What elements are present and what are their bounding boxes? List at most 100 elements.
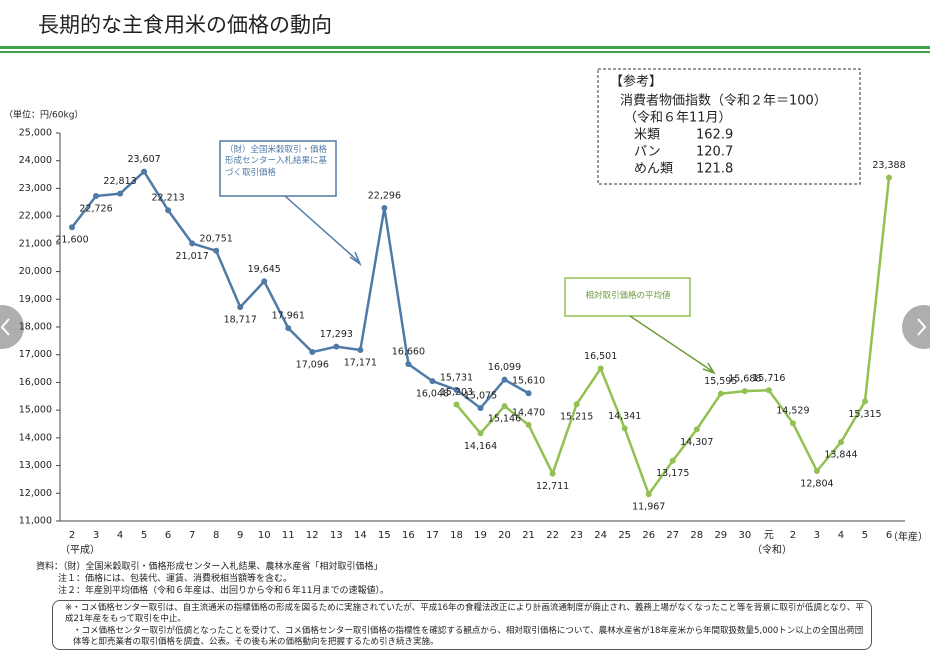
x-tick-label: 4 <box>117 530 123 541</box>
data-label: 14,164 <box>464 441 497 452</box>
data-label: 15,610 <box>512 376 545 387</box>
era-label: （令和） <box>752 543 792 556</box>
chart-title: 長期的な主食用米の価格の動向 <box>38 13 332 37</box>
nav-icon <box>0 318 10 336</box>
source-note: 資料：（財）全国米穀取引・価格形成センター入札結果、農林水産省「相対取引価格」 <box>36 562 383 572</box>
reference-value: 121.8 <box>696 162 733 177</box>
x-tick-label: 21 <box>522 530 535 541</box>
data-point <box>309 349 316 356</box>
data-label: 14,341 <box>608 411 641 422</box>
x-tick-label: 24 <box>594 530 607 541</box>
data-label: 14,470 <box>512 407 545 418</box>
callout-arrow <box>284 195 359 262</box>
x-tick-label: 2 <box>790 530 796 541</box>
data-point <box>549 470 556 477</box>
data-point <box>381 204 388 211</box>
y-tick-label: 22,000 <box>19 211 52 222</box>
data-point <box>837 439 844 446</box>
reference-heading: 【参考】 <box>610 74 662 90</box>
x-tick-label: 18 <box>450 530 463 541</box>
data-point <box>477 430 484 437</box>
data-label: 14,529 <box>776 406 809 417</box>
data-point <box>165 207 172 214</box>
remark: ・コメ価格センター取引が低調となったことを受けて、コメ価格センター取引価格の指標… <box>73 625 864 648</box>
series-line <box>71 169 530 410</box>
x-tick-label: 22 <box>546 530 559 541</box>
data-point <box>453 401 460 408</box>
data-label: 22,296 <box>368 190 401 201</box>
x-tick-label: 26 <box>642 530 655 541</box>
data-label: 21,017 <box>176 251 209 262</box>
y-tick-label: 20,000 <box>19 266 52 277</box>
rule <box>0 51 930 53</box>
arrow-head <box>702 362 716 375</box>
x-unit: （年産） <box>888 530 928 543</box>
data-label: 17,171 <box>344 357 377 368</box>
data-label: 13,175 <box>656 468 689 479</box>
x-tick-label: 17 <box>426 530 439 541</box>
data-label: 15,595 <box>704 376 737 387</box>
y-tick-label: 19,000 <box>19 294 52 305</box>
nav-next[interactable] <box>902 305 930 349</box>
data-point <box>357 346 364 353</box>
x-tick-label: 20 <box>498 530 511 541</box>
x-tick-label: 30 <box>738 530 751 541</box>
x-tick-label: 5 <box>141 530 147 541</box>
data-label: 23,607 <box>127 154 160 165</box>
x-tick-label: 16 <box>402 530 415 541</box>
remark: ※・コメ価格センター取引は、自主流通米の指標価格の形成を図るために実施されていた… <box>65 603 864 625</box>
x-tick-label: 9 <box>237 530 243 541</box>
reference-value: 162.9 <box>696 128 733 143</box>
nav-prev[interactable] <box>0 305 24 349</box>
data-label: 15,075 <box>464 391 497 402</box>
data-point <box>789 420 796 427</box>
data-point <box>573 401 580 408</box>
note: 注１：価格には、包装代、運賃、消費税相当額等を含む。 <box>58 574 293 584</box>
series-line <box>455 177 891 497</box>
data-point <box>669 457 676 464</box>
y-tick-label: 18,000 <box>19 322 52 333</box>
x-tick-label: 28 <box>690 530 703 541</box>
data-point <box>621 425 628 432</box>
data-point <box>333 343 340 350</box>
data-point <box>429 378 436 385</box>
data-label: 16,501 <box>584 351 617 362</box>
data-label: 16,048 <box>416 389 449 400</box>
data-point <box>597 365 604 372</box>
x-tick-label: 6 <box>886 530 892 541</box>
era-label: （平成） <box>60 544 100 556</box>
data-point <box>886 174 893 181</box>
data-point <box>861 398 868 405</box>
data-label: 21,600 <box>55 235 88 246</box>
x-tick-label: 8 <box>213 530 219 541</box>
y-tick-label: 16,000 <box>19 377 52 388</box>
series-label: （財）全国米穀取引・価格形成センター入札結果に基づく取引価格 <box>225 145 328 178</box>
data-point <box>93 193 100 200</box>
data-label: 12,804 <box>800 479 833 490</box>
series-label: 相対取引価格の平均値 <box>585 291 671 301</box>
y-tick-label: 14,000 <box>19 432 52 443</box>
y-tick-label: 24,000 <box>19 155 52 166</box>
data-label: 13,844 <box>824 450 857 461</box>
x-tick-label: 6 <box>165 530 171 541</box>
nav-icon <box>917 318 927 336</box>
x-tick-label: 5 <box>862 530 868 541</box>
y-tick-label: 23,000 <box>19 183 52 194</box>
data-point <box>717 390 724 397</box>
data-label: 18,717 <box>224 315 257 326</box>
y-tick-label: 15,000 <box>19 405 52 416</box>
reference-item: めん類 <box>634 162 673 177</box>
reference-item: 米類 <box>634 128 660 143</box>
data-label: 15,215 <box>560 412 593 423</box>
data-point <box>501 376 508 383</box>
data-label: 15,315 <box>848 409 881 420</box>
data-label: 15,731 <box>440 372 473 383</box>
reference-box <box>597 68 861 185</box>
data-point <box>813 468 820 475</box>
x-tick-label: 3 <box>93 530 99 541</box>
x-tick-label: 元 <box>764 530 774 541</box>
data-label: 16,660 <box>392 347 425 358</box>
data-point <box>477 405 484 412</box>
x-tick-label: 25 <box>618 530 631 541</box>
